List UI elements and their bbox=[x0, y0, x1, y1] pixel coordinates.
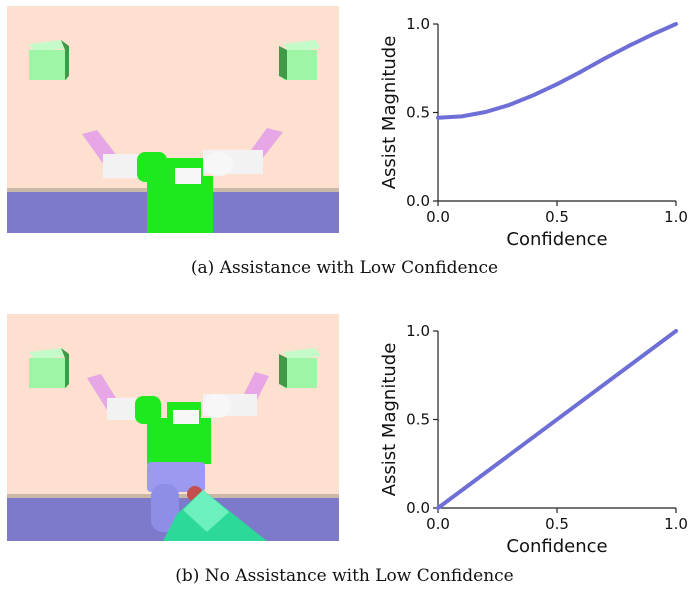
y-tick-label: 0.5 bbox=[406, 104, 430, 122]
y-axis-label: Assist Magnitude bbox=[379, 343, 400, 497]
y-tick-label: 0.5 bbox=[406, 411, 430, 429]
figure-b: 0.0 0.5 1.0 0.0 0.5 1.0 Confidence Assist Magni… bbox=[0, 307, 689, 590]
robot-scene-b bbox=[7, 314, 339, 541]
x-tick-label: 1.0 bbox=[664, 208, 688, 226]
x-tick-label: 0.0 bbox=[426, 208, 450, 226]
chart-b: 0.0 0.5 1.0 0.0 0.5 1.0 Confidence Assist Magni… bbox=[345, 312, 689, 562]
x-tick-label: 0.5 bbox=[545, 208, 569, 226]
target-cube-right bbox=[279, 40, 321, 80]
robot-scene-a bbox=[7, 6, 339, 233]
chart-a: 0.0 0.5 1.0 0.0 0.5 1.0 Confidence Assist Magni… bbox=[345, 5, 689, 255]
y-tick-label: 1.0 bbox=[406, 15, 430, 33]
y-tick-label: 1.0 bbox=[406, 322, 430, 340]
series-line bbox=[436, 22, 678, 120]
caption-a: (a) Assistance with Low Confidence bbox=[190, 258, 499, 278]
x-tick-label: 0.0 bbox=[426, 515, 450, 533]
y-tick-label: 0.0 bbox=[406, 192, 430, 210]
target-cube-right bbox=[279, 348, 321, 388]
series-line bbox=[436, 329, 678, 510]
x-axis-label: Confidence bbox=[506, 229, 607, 250]
x-tick-label: 1.0 bbox=[664, 515, 688, 533]
y-tick-label: 0.0 bbox=[406, 499, 430, 517]
figure-a: 0.0 0.5 1.0 0.0 0.5 1.0 Confidence Assist Magni… bbox=[0, 0, 689, 290]
robot-arm bbox=[147, 462, 267, 541]
y-axis-label: Assist Magnitude bbox=[379, 36, 400, 190]
x-axis-label: Confidence bbox=[506, 536, 607, 557]
caption-b: (b) No Assistance with Low Confidence bbox=[175, 566, 514, 586]
gripper bbox=[87, 372, 269, 464]
x-tick-label: 0.5 bbox=[545, 515, 569, 533]
gripper bbox=[82, 128, 283, 233]
target-cube-left bbox=[29, 348, 69, 388]
target-cube-left bbox=[29, 40, 69, 80]
